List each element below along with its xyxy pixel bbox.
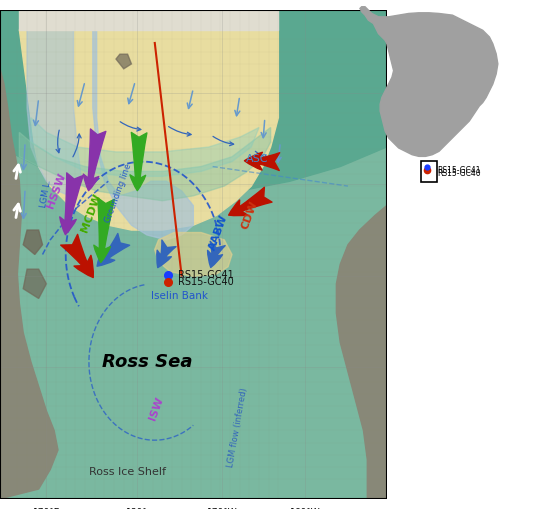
Text: Iselin Bank: Iselin Bank [151, 291, 208, 301]
Text: 160°W: 160°W [290, 507, 321, 509]
Polygon shape [0, 10, 387, 196]
Text: ISW: ISW [148, 395, 165, 421]
Bar [420, 161, 437, 182]
Polygon shape [23, 269, 46, 298]
Text: 170°W: 170°W [207, 507, 238, 509]
Polygon shape [27, 30, 81, 196]
Polygon shape [23, 230, 42, 254]
Polygon shape [31, 118, 259, 176]
Text: CDW: CDW [240, 200, 259, 231]
Polygon shape [336, 206, 387, 499]
Text: RS15-GC40: RS15-GC40 [437, 168, 481, 178]
Text: RS15-GC41: RS15-GC41 [178, 270, 234, 280]
Polygon shape [116, 54, 132, 69]
Text: 180°: 180° [126, 507, 148, 509]
Text: RS15-GC41: RS15-GC41 [437, 166, 481, 175]
Polygon shape [19, 127, 271, 201]
Polygon shape [93, 30, 193, 240]
Text: Ross Ice Shelf: Ross Ice Shelf [89, 467, 166, 477]
Text: MCDW: MCDW [79, 192, 103, 234]
Text: 170°E: 170°E [33, 507, 60, 509]
Text: RS15-GC40: RS15-GC40 [178, 277, 234, 288]
Text: Ross Sea: Ross Sea [101, 353, 192, 371]
Text: LGM L.: LGM L. [40, 179, 53, 208]
Polygon shape [19, 30, 278, 230]
Text: ASC: ASC [246, 154, 268, 164]
Text: HSSW: HSSW [45, 172, 67, 210]
Text: AABW: AABW [207, 213, 229, 252]
Polygon shape [0, 69, 58, 499]
Polygon shape [155, 233, 232, 276]
Text: LGM flow (inferred): LGM flow (inferred) [226, 387, 249, 469]
Polygon shape [360, 7, 498, 156]
Text: Grounding line: Grounding line [103, 163, 133, 224]
Polygon shape [19, 10, 278, 30]
